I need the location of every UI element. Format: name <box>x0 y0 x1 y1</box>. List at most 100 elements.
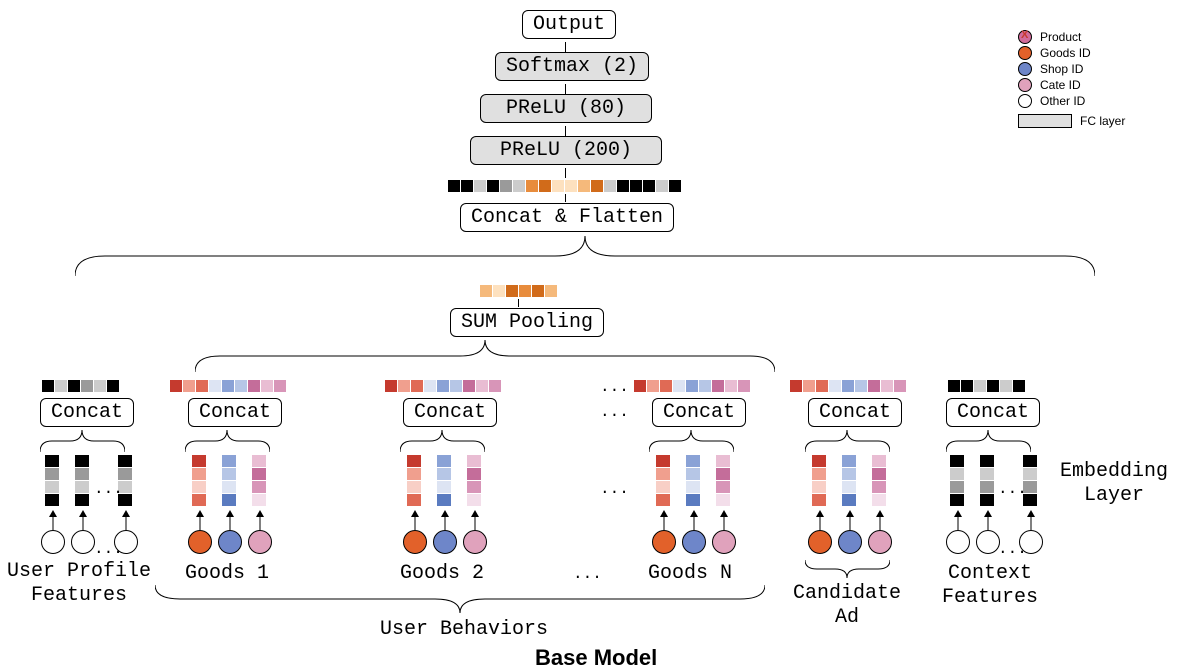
embedding-stack <box>75 455 89 506</box>
candidate-label: CandidateAd <box>787 582 907 630</box>
ellipsis: ... <box>573 565 602 583</box>
user-profile-label: User ProfileFeatures <box>0 560 164 608</box>
id-circle <box>188 530 212 554</box>
arrow-icon <box>1026 510 1036 530</box>
concat-box: Concat <box>652 398 746 427</box>
id-circle <box>248 530 272 554</box>
id-circle <box>218 530 242 554</box>
title: Base Model <box>535 645 657 671</box>
connector <box>565 84 566 94</box>
output-box: Output <box>522 10 616 39</box>
arrow-icon <box>470 510 480 530</box>
goods2-label: Goods 2 <box>400 562 484 585</box>
id-circle <box>652 530 676 554</box>
goodsN-cells <box>634 380 750 392</box>
user-profile-cells <box>42 380 119 392</box>
small-brace <box>40 430 125 452</box>
prelu200-box: PReLU (200) <box>470 136 662 165</box>
embedding-stack <box>192 455 206 506</box>
big-brace <box>75 236 1095 276</box>
ellipsis: ... <box>600 403 629 421</box>
connector <box>518 299 519 307</box>
legend-cate: Cate ID <box>1018 78 1125 92</box>
embedding-stack <box>222 455 236 506</box>
arrow-icon <box>255 510 265 530</box>
arrow-icon <box>195 510 205 530</box>
goods2-cells <box>385 380 501 392</box>
id-circle <box>976 530 1000 554</box>
embedding-stack <box>407 455 421 506</box>
legend-label: FC layer <box>1080 114 1125 128</box>
id-circle <box>71 530 95 554</box>
user-behaviors-brace <box>155 585 765 613</box>
prelu80-box: PReLU (80) <box>480 94 652 123</box>
concat-box: Concat <box>40 398 134 427</box>
id-circle <box>433 530 457 554</box>
embedding-stack <box>872 455 886 506</box>
ellipsis: ... <box>998 540 1027 558</box>
ellipsis: ... <box>600 480 629 498</box>
concat-flatten-cells <box>448 180 681 192</box>
embedding-layer-label: EmbeddingLayer <box>1060 460 1168 508</box>
arrow-icon <box>225 510 235 530</box>
connector <box>565 126 566 136</box>
arrow-icon <box>440 510 450 530</box>
softmax-box: Softmax (2) <box>495 52 649 81</box>
shop-icon <box>1018 62 1032 76</box>
embedding-stack <box>950 455 964 506</box>
ellipsis: ... <box>94 480 123 498</box>
arrow-icon <box>845 510 855 530</box>
small-brace <box>649 430 734 452</box>
cate-icon <box>1018 78 1032 92</box>
ellipsis: ... <box>94 540 123 558</box>
connector <box>565 168 566 178</box>
arrow-icon <box>410 510 420 530</box>
id-circle <box>403 530 427 554</box>
embedding-stack <box>45 455 59 506</box>
arrow-icon <box>121 510 131 530</box>
embedding-stack <box>812 455 826 506</box>
concat-box: Concat <box>946 398 1040 427</box>
legend-shop: Shop ID <box>1018 62 1125 76</box>
goods1-cells <box>170 380 286 392</box>
legend-label: Goods ID <box>1040 46 1091 60</box>
goods-icon <box>1018 46 1032 60</box>
arrow-icon <box>689 510 699 530</box>
arrow-icon <box>78 510 88 530</box>
arrow-icon <box>953 510 963 530</box>
id-circle <box>868 530 892 554</box>
ellipsis: ... <box>998 480 1027 498</box>
id-circle <box>682 530 706 554</box>
legend: X Product Goods ID Shop ID Cate ID Other… <box>1018 30 1125 130</box>
connector <box>565 194 566 202</box>
legend-label: Other ID <box>1040 94 1085 108</box>
fc-icon <box>1018 114 1072 128</box>
legend-fc: FC layer <box>1018 114 1125 128</box>
arrow-icon <box>719 510 729 530</box>
id-circle <box>808 530 832 554</box>
embedding-stack <box>842 455 856 506</box>
sum-pooling-cells <box>480 285 557 297</box>
arrow-icon <box>815 510 825 530</box>
context-label: ContextFeatures <box>935 562 1045 610</box>
id-circle <box>712 530 736 554</box>
legend-product: X Product <box>1018 30 1125 44</box>
id-circle <box>946 530 970 554</box>
embedding-stack <box>980 455 994 506</box>
goods1-label: Goods 1 <box>185 562 269 585</box>
embedding-stack <box>252 455 266 506</box>
product-icon: X <box>1018 30 1032 44</box>
legend-label: Cate ID <box>1040 78 1081 92</box>
embedding-stack <box>437 455 451 506</box>
ellipsis: ... <box>600 378 629 396</box>
arrow-icon <box>659 510 669 530</box>
embedding-stack <box>686 455 700 506</box>
context-cells <box>948 380 1025 392</box>
legend-label: Shop ID <box>1040 62 1083 76</box>
concat-flatten-box: Concat & Flatten <box>460 203 674 232</box>
legend-label: Product <box>1040 30 1081 44</box>
arrow-icon <box>48 510 58 530</box>
small-brace <box>946 430 1031 452</box>
concat-box: Concat <box>808 398 902 427</box>
embedding-stack <box>656 455 670 506</box>
